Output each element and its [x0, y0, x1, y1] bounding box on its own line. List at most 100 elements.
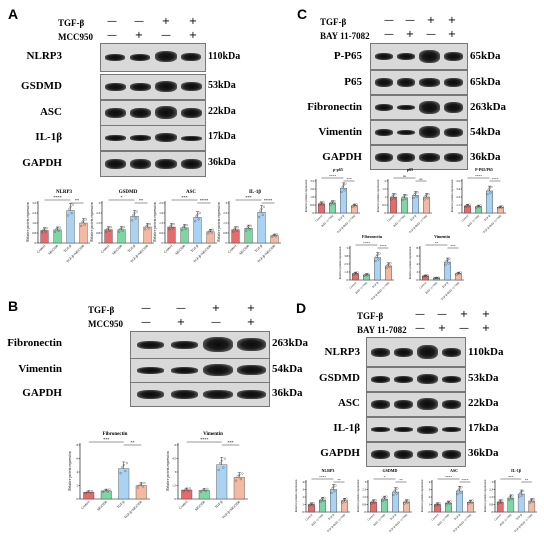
bar — [206, 231, 215, 244]
data-point — [131, 219, 134, 222]
chart-a3: ASC Relative protein expression 0 0.6 1.3 1.9… — [153, 190, 217, 264]
data-point — [394, 488, 397, 491]
data-point — [260, 207, 263, 210]
data-point — [413, 193, 416, 196]
treatment-sign: + — [188, 30, 198, 41]
data-point — [476, 205, 479, 208]
bar — [340, 188, 348, 214]
data-point — [271, 235, 274, 238]
blot-strip — [370, 120, 468, 145]
kda-label: 36kDa — [208, 157, 236, 168]
protein-label: GSDMD — [319, 372, 360, 384]
data-point — [195, 215, 198, 218]
data-point — [187, 489, 190, 492]
data-point — [274, 235, 277, 238]
data-point — [124, 470, 127, 473]
category-label: Control — [419, 281, 427, 289]
kda-label: 110kDa — [468, 346, 504, 358]
y-tick-label: 0 — [429, 510, 431, 514]
blot-strip — [370, 145, 468, 170]
kda-label: 263kDa — [470, 101, 507, 113]
category-label: Control — [80, 500, 90, 510]
data-point — [188, 487, 191, 490]
y-tick-label: 1 — [385, 195, 387, 199]
data-point — [470, 501, 473, 505]
data-point — [258, 215, 261, 218]
chart-b2: Vimentin Relative protein expression 0 1.5 3… — [166, 432, 248, 520]
chart-title: p-p65 — [333, 167, 343, 172]
category-label: TGF-β — [190, 244, 200, 254]
chart-d1: NLRP3 Relative protein expression 0 1 2 3 4 Con… — [294, 468, 350, 533]
data-point — [200, 490, 203, 493]
data-point — [67, 214, 70, 217]
bar — [270, 235, 279, 244]
y-tick-label: 1.5 — [172, 484, 176, 488]
data-point — [118, 230, 121, 233]
treatment-sign: + — [246, 303, 256, 314]
y-tick-label: 0 — [162, 241, 164, 245]
data-point — [425, 194, 428, 197]
significance-label: **** — [264, 198, 272, 203]
protein-label: NLRP3 — [26, 50, 62, 62]
category-label: Control — [305, 513, 313, 521]
protein-label: NLRP3 — [324, 346, 360, 358]
chart-title: NLRP3 — [56, 190, 73, 195]
data-point — [498, 205, 501, 209]
data-point — [89, 491, 92, 494]
category-label: TGF-β — [63, 244, 73, 254]
data-point — [345, 497, 348, 500]
data-point — [434, 504, 437, 507]
data-point — [406, 501, 409, 504]
chart-title: GSDMD — [119, 190, 138, 195]
kda-label: 263kDa — [272, 337, 309, 349]
y-tick-label: 2 — [303, 495, 305, 499]
bar — [257, 212, 266, 244]
data-point — [528, 501, 531, 504]
bar — [352, 273, 360, 281]
y-tick-label: 3.4 — [456, 187, 460, 191]
data-point — [82, 219, 85, 222]
category-label: BAY 11-7082 — [467, 214, 480, 227]
data-point — [433, 277, 436, 280]
data-point — [500, 206, 503, 209]
data-point — [427, 193, 430, 196]
data-point — [334, 484, 337, 487]
category-label: BAY 11-7082 — [425, 281, 438, 294]
y-tick-label: 2.3 — [96, 211, 100, 215]
data-point — [171, 227, 174, 230]
bar — [423, 196, 431, 214]
data-point — [447, 262, 450, 265]
bar — [79, 222, 88, 244]
data-point — [372, 499, 375, 502]
treatment-sign: — — [426, 29, 436, 40]
treatment-sign: + — [426, 15, 436, 26]
y-axis-label: Relative protein expression — [408, 246, 412, 279]
data-point — [521, 494, 524, 497]
data-point — [105, 488, 108, 491]
data-point — [444, 263, 447, 266]
data-point — [490, 185, 493, 189]
data-point — [458, 487, 461, 490]
data-point — [185, 224, 188, 227]
data-point — [479, 204, 482, 207]
y-tick-label: 0 — [77, 497, 79, 501]
data-point — [341, 186, 344, 189]
data-point — [460, 486, 463, 489]
bar — [464, 205, 472, 214]
y-tick-label: 3 — [303, 488, 305, 492]
significance-label: ** — [337, 478, 341, 482]
data-point — [120, 227, 123, 230]
category-label: BAY 11-7082 — [437, 513, 450, 526]
significance-label: *** — [181, 195, 187, 200]
chart-c2: p65 Relative protein expression 0 0.5 1 1.5 2 C… — [376, 167, 432, 234]
bar — [180, 227, 189, 244]
kda-label: 53kDa — [468, 372, 499, 384]
protein-label: Fibronectin — [307, 101, 362, 113]
category-label: MCC950 — [96, 500, 108, 512]
treatment-label: TGF-β — [357, 311, 384, 321]
kda-label: 53kDa — [208, 80, 236, 91]
category-label: Control — [461, 214, 469, 222]
y-axis-label: Relative protein expression — [217, 202, 221, 242]
significance-label: **** — [319, 475, 326, 479]
treatment-sign: — — [176, 303, 186, 314]
